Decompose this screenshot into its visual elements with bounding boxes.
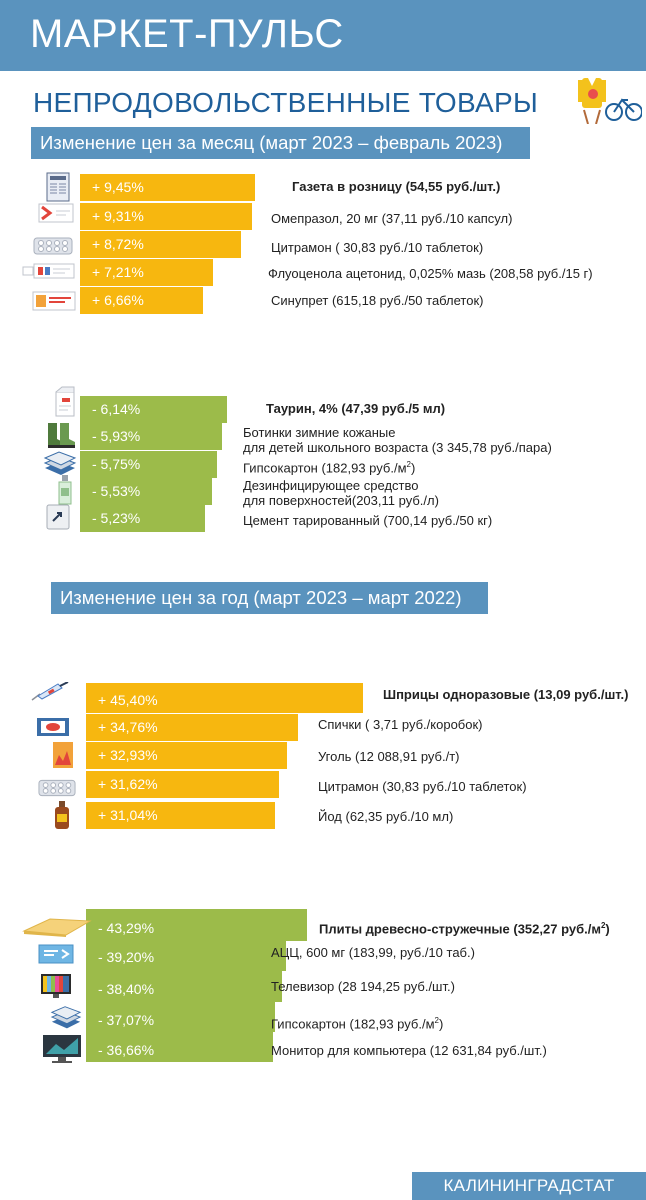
label-month-decrease-2-line2: для детей школьного возраста (3 345,78 р… [243,440,552,455]
bar-year-increase-3: + 32,93% [86,742,287,769]
bar-month-increase-2: + 9,31% [80,203,252,230]
medicine-box-icon [32,291,76,311]
bar-month-increase-4: + 7,21% [80,259,213,286]
label-month-increase-4: Флуоценола ацетонид, 0,025% мазь (208,58… [268,266,593,281]
bar-year-increase-5: + 31,04% [86,802,275,829]
bar-year-increase-2: + 34,76% [86,714,298,741]
label-year-increase-4: Цитрамон (30,83 руб./10 таблеток) [318,779,527,794]
tv-icon [41,974,71,998]
pill-blister-icon [38,779,76,797]
pill-blister-icon [33,237,73,255]
spray-bottle-icon [58,475,72,505]
label-year-increase-1: Шприцы одноразовые (13,09 руб./шт.) [383,687,629,702]
footer-org: КАЛИНИНГРАДСТАТ [412,1172,646,1200]
label-month-decrease-5: Цемент тарированный (700,14 руб./50 кг) [243,513,493,528]
drywall-stack-icon [43,451,77,475]
coal-bag-icon [53,742,73,768]
section-month-title: Изменение цен за месяц (март 2023 – февр… [31,127,530,159]
bar-month-decrease-3: - 5,75% [80,451,217,478]
bar-year-increase-4: + 31,62% [86,771,279,798]
label-month-decrease-3: Гипсокартон (182,93 руб./м2) [243,460,416,476]
label-year-decrease-3: Телевизор (28 194,25 руб./шт.) [271,979,455,994]
matchbox-icon [37,718,69,736]
label-year-decrease-1: Плиты древесно-стружечные (352,27 руб./м… [319,921,610,937]
label-month-decrease-4-line2: для поверхностей(203,11 руб./л) [243,493,439,508]
section-year-title: Изменение цен за год (март 2023 – март 2… [51,582,488,614]
bar-month-decrease-2: - 5,93% [80,423,222,450]
syringe-icon [31,682,69,701]
bar-year-decrease-5: - 36,66% [86,1032,273,1062]
cement-bag-icon [46,504,70,530]
bar-month-decrease-4: - 5,53% [80,478,212,505]
newspaper-icon [46,172,70,202]
drywall-stack-icon [50,1006,82,1029]
label-month-decrease-1: Таурин, 4% (47,39 руб./5 мл) [266,401,446,416]
label-month-decrease-4-line1: Дезинфицирующее средство [243,478,419,493]
iodine-bottle-icon [55,801,69,829]
bar-month-decrease-1: - 6,14% [80,396,227,423]
label-month-increase-5: Синупрет (615,18 руб./50 таблеток) [271,293,484,308]
eye-drops-icon [55,386,75,417]
bar-year-increase-1: + 45,40% [86,683,363,713]
bar-month-increase-3: + 8,72% [80,231,241,258]
label-month-increase-1: Газета в розницу (54,55 руб./шт.) [292,179,501,194]
page-title: МАРКЕТ-ПУЛЬС [30,12,344,56]
monitor-icon [43,1035,81,1063]
label-month-increase-2: Омепразол, 20 мг (37,11 руб./10 капсул) [271,211,513,226]
label-month-decrease-2: Ботинки зимние кожаные для детей школьно… [243,425,552,455]
bar-month-decrease-5: - 5,23% [80,505,205,532]
label-month-decrease-2-line1: Ботинки зимние кожаные [243,425,396,440]
header: МАРКЕТ-ПУЛЬС [0,0,646,71]
clothes-bicycle-icon [578,78,642,124]
bar-month-increase-1: + 9,45% [80,174,255,201]
bar-year-decrease-3: - 38,40% [86,971,282,1002]
label-year-decrease-2: АЦЦ, 600 мг (183,99, руб./10 таб.) [271,945,475,960]
bar-year-decrease-1: - 43,29% [86,909,307,941]
label-month-decrease-4: Дезинфицирующее средство для поверхносте… [243,478,439,508]
medicine-box-icon [38,944,74,964]
label-year-decrease-5: Монитор для компьютера (12 631,84 руб./ш… [271,1043,547,1058]
label-year-decrease-4: Гипсокартон (182,93 руб./м2) [271,1016,444,1032]
category-subtitle: НЕПРОДОВОЛЬСТВЕННЫЕ ТОВАРЫ [33,87,539,118]
label-year-increase-2: Спички ( 3,71 руб./коробок) [318,717,483,732]
label-year-increase-5: Йод (62,35 руб./10 мл) [318,809,454,824]
chipboard-icon [22,918,92,937]
boots-icon [48,423,75,448]
ointment-tube-icon [22,263,75,279]
label-year-increase-3: Уголь (12 088,91 руб./т) [318,749,460,764]
medicine-box-icon [38,203,74,223]
bar-year-decrease-4: - 37,07% [86,1002,275,1032]
label-month-increase-3: Цитрамон ( 30,83 руб./10 таблеток) [271,240,484,255]
bar-month-increase-5: + 6,66% [80,287,203,314]
bar-year-decrease-2: - 39,20% [86,941,286,971]
